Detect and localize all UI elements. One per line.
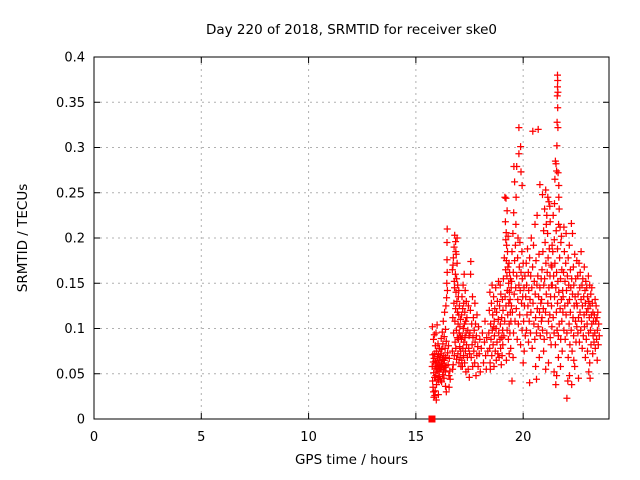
y-tick-label: 0.2	[64, 232, 85, 247]
y-tick-label: 0.4	[64, 51, 85, 66]
y-tick-label: 0	[77, 413, 85, 428]
x-tick-label: 20	[515, 430, 532, 445]
x-tick-label: 15	[408, 430, 425, 445]
y-tick-label: 0.15	[56, 277, 85, 292]
chart-title: Day 220 of 2018, SRMTID for receiver ske…	[205, 22, 498, 38]
plot-border	[93, 56, 610, 420]
y-tick-labels: 0 0.05 0.1 0.15 0.2 0.25 0.3 0.35 0.4	[56, 51, 85, 428]
x-tick-label: 5	[197, 430, 205, 445]
y-tick-label: 0.25	[56, 186, 85, 201]
flag-square-marker	[428, 415, 436, 423]
x-tick-label: 10	[300, 430, 317, 445]
y-tick-label: 0.3	[64, 141, 85, 156]
gridlines	[94, 57, 609, 419]
srmtid-plus-markers	[428, 71, 603, 404]
y-tick-label: 0.1	[64, 322, 85, 337]
y-tick-label: 0.05	[56, 367, 85, 382]
y-tick-label: 0.35	[56, 96, 85, 111]
x-axis-label: GPS time / hours	[294, 452, 409, 468]
x-tick-label: 0	[90, 430, 98, 445]
x-tick-labels: 0 5 10 15 20	[90, 430, 532, 445]
